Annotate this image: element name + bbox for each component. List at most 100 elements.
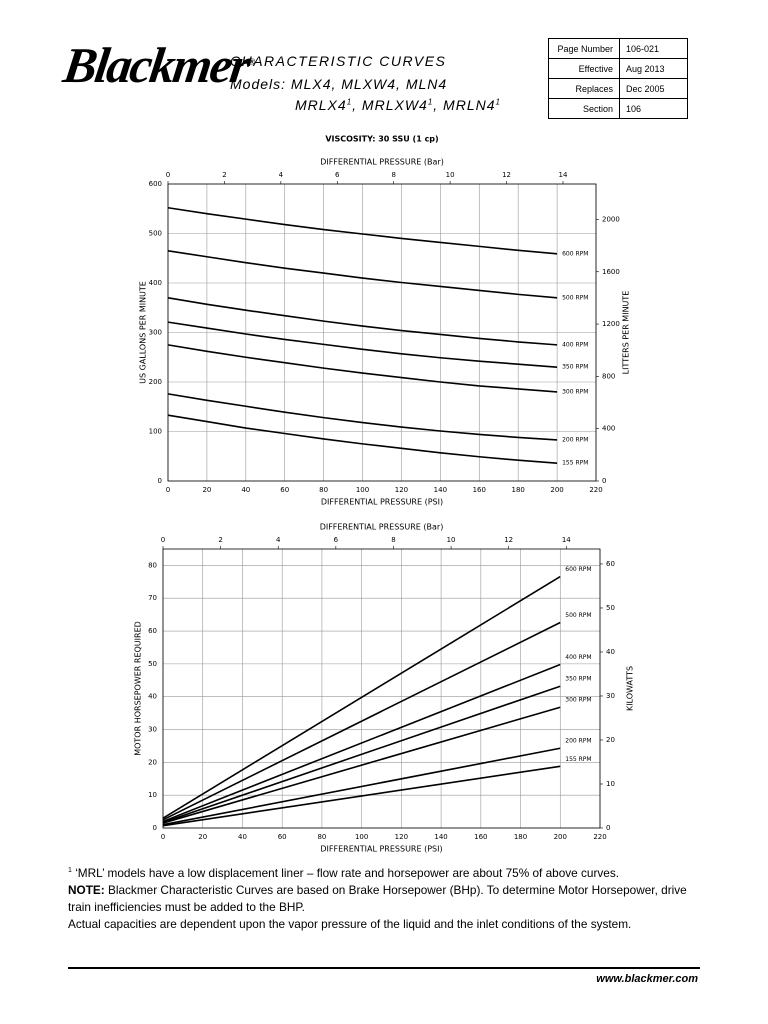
curve bbox=[167, 250, 558, 299]
y-tick-label: 0 bbox=[158, 477, 162, 485]
series-label: 400 RPM bbox=[565, 654, 591, 661]
x2-tick-label: 14 bbox=[562, 536, 571, 544]
doc-title: CHARACTERISTIC CURVES bbox=[230, 53, 447, 69]
series-label: 155 RPM bbox=[565, 756, 591, 763]
series-label: 500 RPM bbox=[562, 294, 588, 301]
x-tick-label: 160 bbox=[474, 833, 487, 841]
curve bbox=[162, 575, 561, 819]
x2-tick-label: 0 bbox=[166, 171, 170, 179]
footnote-ref: 1 bbox=[495, 97, 501, 107]
y2-tick-label: 800 bbox=[602, 372, 615, 380]
curve bbox=[167, 414, 558, 464]
series-label: 300 RPM bbox=[565, 697, 591, 704]
x-tick-label: 60 bbox=[280, 486, 289, 494]
y-axis-label: MOTOR HORSEPOWER REQUIRED bbox=[134, 621, 143, 756]
x-tick-label: 180 bbox=[514, 833, 527, 841]
note-text: Blackmer Characteristic Curves are based… bbox=[68, 882, 687, 914]
y2-tick-label: 40 bbox=[606, 648, 615, 656]
curve bbox=[167, 344, 558, 393]
note-label: NOTE: bbox=[68, 882, 105, 897]
x2-tick-label: 4 bbox=[276, 536, 281, 544]
y-tick-label: 0 bbox=[153, 824, 157, 832]
series-label: 200 RPM bbox=[562, 436, 588, 443]
x-axis-label: DIFFERENTIAL PRESSURE (PSI) bbox=[321, 498, 443, 507]
curve bbox=[162, 663, 561, 823]
series-label: 155 RPM bbox=[562, 460, 588, 467]
y2-tick-label: 1200 bbox=[602, 320, 620, 328]
x2-tick-label: 4 bbox=[279, 171, 284, 179]
models: MRLX41, MRLXW41, MRLN41 bbox=[295, 97, 501, 113]
x-tick-label: 40 bbox=[241, 486, 250, 494]
x-tick-label: 140 bbox=[434, 486, 447, 494]
series-label: 600 RPM bbox=[565, 566, 591, 573]
notes: 1 ‘MRL’ models have a low displacement l… bbox=[68, 862, 708, 933]
series-label: 350 RPM bbox=[562, 364, 588, 371]
curve bbox=[162, 706, 561, 824]
x2-tick-label: 2 bbox=[222, 171, 226, 179]
model-names: , MRLN4 bbox=[433, 97, 496, 113]
x-tick-label: 200 bbox=[554, 833, 567, 841]
x-axis-label: DIFFERENTIAL PRESSURE (PSI) bbox=[320, 845, 442, 854]
x-tick-label: 100 bbox=[356, 486, 369, 494]
chart-title: VISCOSITY: 30 SSU (1 cp) bbox=[325, 135, 438, 144]
curve bbox=[167, 393, 558, 441]
x-tick-label: 80 bbox=[317, 833, 326, 841]
series-label: 300 RPM bbox=[562, 388, 588, 395]
info-row: Section 106 bbox=[548, 98, 688, 119]
y2-tick-label: 30 bbox=[606, 692, 615, 700]
info-key: Section bbox=[548, 98, 620, 119]
x2-tick-label: 0 bbox=[161, 536, 165, 544]
footnote-mark: 1 bbox=[68, 867, 72, 874]
series-label: 500 RPM bbox=[565, 612, 591, 619]
y-tick-label: 200 bbox=[149, 378, 162, 386]
x2-tick-label: 2 bbox=[218, 536, 222, 544]
y-tick-label: 500 bbox=[149, 230, 162, 238]
y2-axis-label: KILOWATTS bbox=[626, 666, 635, 711]
x2-axis-label: DIFFERENTIAL PRESSURE (Bar) bbox=[320, 158, 444, 167]
info-row: Replaces Dec 2005 bbox=[548, 78, 688, 99]
remark: Actual capacities are dependent upon the… bbox=[68, 916, 632, 931]
curve bbox=[162, 621, 561, 821]
footer-rule bbox=[68, 967, 700, 969]
y-tick-label: 70 bbox=[148, 594, 157, 602]
y2-tick-label: 0 bbox=[602, 477, 606, 485]
x-tick-label: 20 bbox=[202, 486, 211, 494]
x-tick-label: 0 bbox=[161, 833, 165, 841]
x-tick-label: 20 bbox=[198, 833, 207, 841]
x-tick-label: 220 bbox=[593, 833, 606, 841]
x2-axis-label: DIFFERENTIAL PRESSURE (Bar) bbox=[320, 523, 444, 532]
y2-tick-label: 2000 bbox=[602, 215, 620, 223]
x2-tick-label: 12 bbox=[504, 536, 513, 544]
y2-tick-label: 50 bbox=[606, 604, 615, 612]
x2-tick-label: 8 bbox=[391, 536, 395, 544]
y-axis-label: US GALLONS PER MINUTE bbox=[139, 281, 148, 384]
x2-tick-label: 6 bbox=[335, 171, 340, 179]
plot-frame bbox=[167, 183, 597, 482]
models: Models: MLX4, MLXW4, MLN4 bbox=[230, 76, 448, 92]
model-names: , MRLXW4 bbox=[352, 97, 428, 113]
x-tick-label: 60 bbox=[278, 833, 287, 841]
x-tick-label: 80 bbox=[319, 486, 328, 494]
y-tick-label: 400 bbox=[149, 279, 162, 287]
series-label: 600 RPM bbox=[562, 250, 588, 257]
x2-tick-label: 10 bbox=[446, 171, 455, 179]
curve bbox=[162, 685, 561, 824]
y-tick-label: 80 bbox=[148, 561, 157, 569]
x-tick-label: 100 bbox=[355, 833, 368, 841]
info-table: Page Number 106-021 Effective Aug 2013 Repla… bbox=[548, 38, 688, 119]
x-tick-label: 0 bbox=[166, 486, 170, 494]
y-tick-label: 60 bbox=[148, 627, 157, 635]
curve bbox=[162, 765, 561, 827]
y-tick-label: 10 bbox=[148, 791, 157, 799]
y-tick-label: 300 bbox=[149, 329, 162, 337]
series-label: 400 RPM bbox=[562, 341, 588, 348]
x2-tick-label: 6 bbox=[334, 536, 339, 544]
y2-tick-label: 1600 bbox=[602, 268, 620, 276]
footer-url: www.blackmer.com bbox=[596, 973, 698, 985]
y-tick-label: 40 bbox=[148, 693, 157, 701]
x-tick-label: 120 bbox=[395, 486, 408, 494]
info-value: 106 bbox=[619, 98, 688, 119]
x-tick-label: 200 bbox=[550, 486, 563, 494]
